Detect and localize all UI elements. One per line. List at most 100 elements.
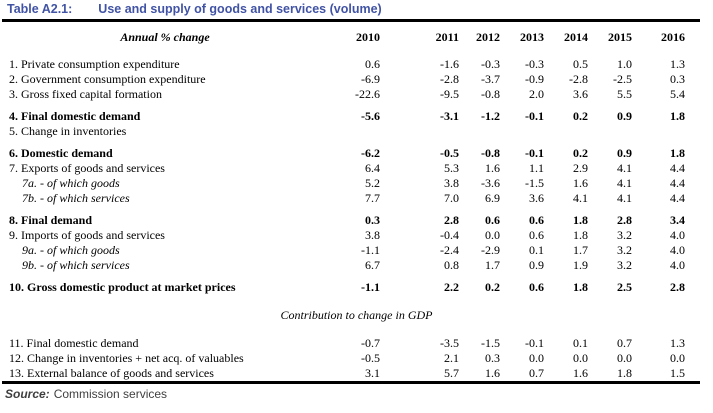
cell-value: 4.4 bbox=[670, 191, 685, 205]
cell-value: 1.1 bbox=[529, 161, 544, 175]
cell-value: 1.5 bbox=[670, 366, 685, 380]
row-label: 8. Final demand bbox=[9, 213, 93, 227]
row-right-pad bbox=[685, 228, 713, 243]
row-right-pad bbox=[685, 72, 713, 87]
cell-value: 2.0 bbox=[529, 87, 544, 101]
source-label: Source: bbox=[5, 387, 50, 401]
row-label: 5. Change in inventories bbox=[9, 124, 127, 138]
section-gap bbox=[0, 323, 713, 336]
section-gap bbox=[0, 295, 713, 308]
cell-value: 1.7 bbox=[573, 243, 588, 257]
cell-value: 0.0 bbox=[485, 228, 500, 242]
row-right-pad bbox=[685, 87, 713, 102]
row-gap bbox=[0, 273, 713, 280]
cell-value: 0.2 bbox=[573, 146, 588, 160]
cell-value bbox=[380, 124, 459, 139]
cell-value: -2.8 bbox=[569, 72, 588, 86]
cell-value: 5.2 bbox=[365, 176, 380, 190]
cell-value: 6.9 bbox=[485, 191, 500, 205]
cell-value bbox=[632, 124, 685, 139]
row-label: 13. External balance of goods and servic… bbox=[9, 366, 214, 380]
cell-value: 1.8 bbox=[670, 109, 685, 123]
cell-value: 4.1 bbox=[573, 191, 588, 205]
row-right-pad bbox=[685, 280, 713, 295]
row-gap bbox=[0, 206, 713, 213]
cell-value: 3.6 bbox=[529, 191, 544, 205]
cell-value: 0.6 bbox=[529, 280, 544, 294]
cell-value: 0.6 bbox=[529, 213, 544, 227]
cell-value: -5.6 bbox=[361, 109, 380, 123]
row-gap bbox=[0, 102, 713, 109]
row-label: 2. Government consumption expenditure bbox=[9, 72, 206, 86]
cell-value: -1.2 bbox=[481, 109, 500, 123]
table-row: 3. Gross fixed capital formation -22.6 -9.… bbox=[0, 87, 713, 102]
row-right-pad bbox=[685, 161, 713, 176]
row-gap bbox=[0, 139, 713, 146]
cell-value: -0.8 bbox=[481, 87, 500, 101]
cell-value: -0.9 bbox=[525, 72, 544, 86]
cell-value: -3.5 bbox=[440, 336, 459, 350]
cell-value: -0.1 bbox=[525, 109, 544, 123]
table-row: 8. Final demand 0.3 2.8 0.6 0.6 1.8 2.8 3.4 bbox=[0, 213, 713, 228]
row-right-pad bbox=[685, 124, 713, 139]
cell-value: -0.8 bbox=[481, 146, 500, 160]
cell-value: -1.5 bbox=[525, 176, 544, 190]
cell-value: 6.7 bbox=[365, 258, 380, 272]
cell-value: -9.5 bbox=[440, 87, 459, 101]
cell-value: 2.1 bbox=[444, 351, 459, 365]
cell-value: -0.1 bbox=[525, 336, 544, 350]
column-header-year: 2013 bbox=[520, 30, 544, 44]
row-right-pad bbox=[685, 191, 713, 206]
cell-value: 0.0 bbox=[617, 351, 632, 365]
data-table: Annual % change 2010 2011 2012 2013 2014 2015… bbox=[0, 22, 713, 381]
cell-value: 5.7 bbox=[444, 366, 459, 380]
row-right-pad bbox=[685, 366, 713, 381]
cell-value: -0.7 bbox=[361, 336, 380, 350]
column-header-year: 2012 bbox=[476, 30, 500, 44]
section-heading: Contribution to change in GDP bbox=[280, 308, 433, 322]
cell-value: 3.8 bbox=[444, 176, 459, 190]
table-row: 11. Final domestic demand -0.7 -3.5 -1.5 -0.… bbox=[0, 336, 713, 351]
cell-value: -6.9 bbox=[361, 72, 380, 86]
cell-value: 3.4 bbox=[670, 213, 685, 227]
row-label: 10. Gross domestic product at market pri… bbox=[9, 280, 236, 294]
cell-value: -0.3 bbox=[481, 57, 500, 71]
cell-value: 3.2 bbox=[617, 228, 632, 242]
cell-value: 1.8 bbox=[670, 146, 685, 160]
cell-value: 2.2 bbox=[444, 280, 459, 294]
table-header-row: Annual % change 2010 2011 2012 2013 2014 2015… bbox=[0, 22, 713, 45]
bottom-rule bbox=[2, 381, 700, 384]
row-right-pad bbox=[685, 109, 713, 124]
table-row: 9. Imports of goods and services 3.8 -0.4 0… bbox=[0, 228, 713, 243]
cell-value bbox=[544, 124, 588, 139]
row-right-pad bbox=[685, 213, 713, 228]
table-row: 5. Change in inventories bbox=[0, 124, 713, 139]
column-header-year: 2010 bbox=[356, 30, 380, 44]
cell-value: -0.3 bbox=[525, 57, 544, 71]
header-right-pad bbox=[685, 22, 713, 45]
cell-value: -0.1 bbox=[525, 146, 544, 160]
cell-value: 1.6 bbox=[485, 366, 500, 380]
row-label: 6. Domestic demand bbox=[9, 146, 113, 160]
cell-value: -1.1 bbox=[361, 243, 380, 257]
cell-value: 1.9 bbox=[573, 258, 588, 272]
cell-value: 3.2 bbox=[617, 258, 632, 272]
cell-value: 0.2 bbox=[485, 280, 500, 294]
cell-value: -2.8 bbox=[440, 72, 459, 86]
cell-value: -3.7 bbox=[481, 72, 500, 86]
cell-value: 7.7 bbox=[365, 191, 380, 205]
row-right-pad bbox=[685, 243, 713, 258]
section-heading-row: Contribution to change in GDP bbox=[0, 308, 713, 323]
cell-value: 0.9 bbox=[617, 109, 632, 123]
cell-value: 4.0 bbox=[670, 228, 685, 242]
cell-value: -1.1 bbox=[361, 280, 380, 294]
cell-value: 2.8 bbox=[670, 280, 685, 294]
table-title: Table A2.1: Use and supply of goods and s… bbox=[0, 0, 713, 19]
cell-value: -22.6 bbox=[355, 87, 380, 101]
table-row: 7b. - of which services 7.7 7.0 6.9 3.6 4.1 4.… bbox=[0, 191, 713, 206]
cell-value: 3.2 bbox=[617, 243, 632, 257]
cell-value: 0.7 bbox=[617, 336, 632, 350]
table-row: 2. Government consumption expenditure -6.… bbox=[0, 72, 713, 87]
cell-value: -2.4 bbox=[440, 243, 459, 257]
cell-value: 0.1 bbox=[529, 243, 544, 257]
